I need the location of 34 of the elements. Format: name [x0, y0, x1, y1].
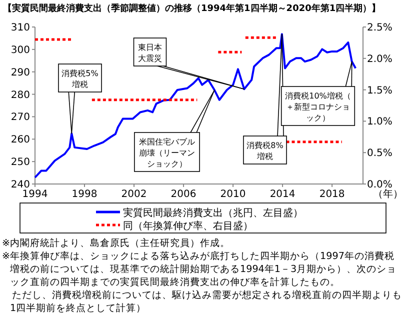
text: ※内閣府統計より、島倉原氏（主任研究員）作成。: [2, 237, 230, 249]
y-tick-label: 280: [10, 90, 30, 101]
annotation: 消費税8%増税: [246, 141, 284, 161]
x-tick-label: 1994: [22, 189, 48, 200]
y-tick-label: 260: [10, 134, 30, 146]
y-tick-label: 250: [10, 157, 30, 168]
y-tick-label: 300: [10, 44, 30, 56]
y-tick-label: 290: [10, 67, 30, 78]
annotation: 消費税5%増税: [62, 69, 99, 89]
x-tick-label: 1998: [72, 189, 98, 200]
annotation: 東日本大震災: [138, 43, 162, 63]
legend-label: 同（年換算伸び率、右目盛）: [123, 220, 253, 232]
y-tick-label: 270: [10, 112, 30, 124]
text: ※年換算伸び率は、ショックによる落ち込みが底打ちした四半期から（1997年の消費税増税の前については、現基準での統計開始期である1994年1－3月期から）、次のショック直前の四半期までの実質民間最終消費支出の伸び率を計算したもの。: [2, 250, 397, 288]
legend-label: 実質民間最終消費支出（兆円、左目盛）: [123, 207, 303, 219]
y2-tick-label: 2.0%: [367, 54, 392, 65]
chart-title: 【実質民間最終消費支出（季節調整値）の推移（1994年第1四半期～2020年第1四半期）】: [3, 3, 381, 14]
x-tick-label: 2014: [270, 189, 296, 200]
x-tick-label: 2006: [170, 189, 196, 200]
x-axis-title: （年）: [373, 188, 403, 200]
y2-tick-label: 2.5%: [367, 22, 392, 34]
x-tick-label: 2018: [319, 189, 345, 200]
text: ただし、消費税増税前については、駆け込み需要が想定される増税直前の四半期よりも1四半期前を終点として計算）: [2, 289, 402, 314]
annotation: 米国住宅バブル崩壊（リーマンショック）: [139, 138, 195, 168]
y2-tick-label: 0.5%: [367, 148, 392, 160]
y2-tick-label: 0.0%: [367, 180, 392, 190]
y2-tick-label: 1.5%: [367, 85, 392, 96]
annotation: 消費税10%増税（＋新型コロナショック）: [285, 92, 351, 122]
y2-tick-label: 1.0%: [367, 116, 392, 128]
y-tick-label: 240: [10, 180, 30, 190]
x-tick-label: 2002: [121, 189, 147, 200]
y-tick-label: 310: [10, 22, 30, 34]
x-tick-label: 2010: [220, 189, 246, 200]
line-series: [34, 33, 357, 178]
